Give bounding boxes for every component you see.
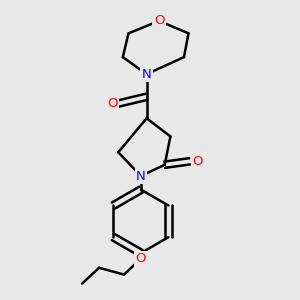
Text: O: O (136, 252, 146, 265)
Text: N: N (136, 169, 146, 182)
Text: O: O (154, 14, 164, 27)
Text: O: O (107, 97, 118, 110)
Text: O: O (192, 155, 203, 168)
Text: N: N (142, 68, 152, 81)
